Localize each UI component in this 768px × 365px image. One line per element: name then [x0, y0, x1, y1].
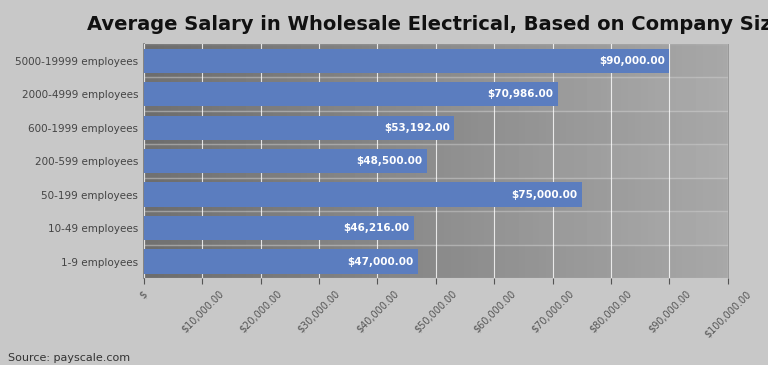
Bar [144, 82, 558, 106]
Text: $75,000.00: $75,000.00 [511, 189, 577, 200]
Bar [144, 249, 419, 273]
Bar [144, 44, 728, 77]
Bar [144, 245, 728, 278]
Bar [144, 77, 728, 111]
Bar [144, 144, 728, 178]
Bar [144, 178, 728, 211]
Bar [144, 216, 414, 240]
Text: $46,216.00: $46,216.00 [343, 223, 409, 233]
Bar [144, 111, 728, 144]
Text: $90,000.00: $90,000.00 [599, 55, 665, 66]
Bar [144, 149, 427, 173]
Bar [144, 211, 728, 245]
Bar [144, 116, 455, 140]
Text: $53,192.00: $53,192.00 [384, 123, 450, 132]
Text: $47,000.00: $47,000.00 [347, 257, 413, 266]
Text: Source: payscale.com: Source: payscale.com [8, 353, 130, 363]
Bar [144, 49, 670, 73]
Bar [144, 182, 582, 207]
Title: Average Salary in Wholesale Electrical, Based on Company Size: Average Salary in Wholesale Electrical, … [87, 15, 768, 34]
Text: $70,986.00: $70,986.00 [488, 89, 554, 99]
Text: $48,500.00: $48,500.00 [356, 156, 422, 166]
